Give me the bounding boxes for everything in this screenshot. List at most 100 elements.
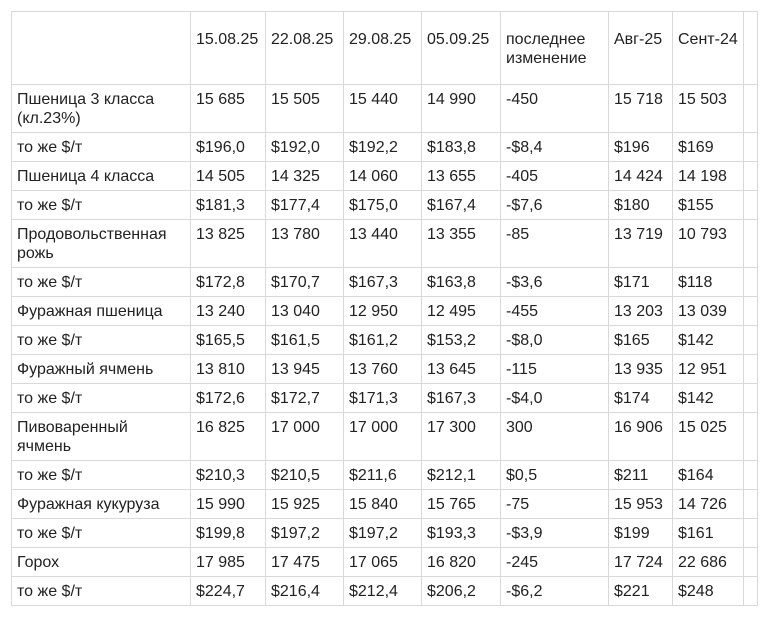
- value-cell: -$3,9: [500, 518, 609, 548]
- value-cell: 13 039: [672, 296, 744, 326]
- value-cell: 13 810: [190, 354, 266, 384]
- table-row: то же $/т $199,8 $197,2 $197,2 $193,3 -$3,9 $1…: [11, 518, 758, 548]
- value-cell: 15 925: [265, 489, 344, 519]
- value-cell: $211,6: [343, 460, 422, 490]
- table-row: Фуражная кукуруза 15 990 15 925 15 840 15 76…: [11, 489, 758, 519]
- value-cell: 15 990: [190, 489, 266, 519]
- value-cell: $192,2: [343, 132, 422, 162]
- value-cell: 15 025: [672, 412, 744, 461]
- value-cell: 15 718: [608, 84, 673, 133]
- value-cell: $196: [608, 132, 673, 162]
- value-cell: [743, 219, 758, 268]
- value-cell: $175,0: [343, 190, 422, 220]
- row-label-cell: Пивоваренный ячмень: [11, 412, 191, 461]
- row-label-cell: то же $/т: [11, 460, 191, 490]
- row-label-cell: Фуражная пшеница: [11, 296, 191, 326]
- value-cell: 13 760: [343, 354, 422, 384]
- row-label-cell: то же $/т: [11, 518, 191, 548]
- value-cell: 15 685: [190, 84, 266, 133]
- header-cell: 15.08.25: [190, 11, 266, 85]
- value-cell: 15 440: [343, 84, 422, 133]
- value-cell: 17 000: [343, 412, 422, 461]
- header-cell: 05.09.25: [421, 11, 501, 85]
- value-cell: -455: [500, 296, 609, 326]
- row-label-cell: Фуражная кукуруза: [11, 489, 191, 519]
- value-cell: 14 990: [421, 84, 501, 133]
- row-label-cell: то же $/т: [11, 325, 191, 355]
- value-cell: -75: [500, 489, 609, 519]
- value-cell: $183,8: [421, 132, 501, 162]
- value-cell: 16 825: [190, 412, 266, 461]
- value-cell: [743, 547, 758, 577]
- value-cell: 17 985: [190, 547, 266, 577]
- row-label-cell: Пшеница 4 класса: [11, 161, 191, 191]
- value-cell: 13 440: [343, 219, 422, 268]
- value-cell: $0,5: [500, 460, 609, 490]
- value-cell: $248: [672, 576, 744, 606]
- value-cell: [743, 412, 758, 461]
- value-cell: $167,4: [421, 190, 501, 220]
- value-cell: 10 793: [672, 219, 744, 268]
- value-cell: $172,6: [190, 383, 266, 413]
- table-row: Горох 17 985 17 475 17 065 16 820 -245 17 724 2…: [11, 547, 758, 577]
- value-cell: 17 475: [265, 547, 344, 577]
- header-cell: Авг-25: [608, 11, 673, 85]
- value-cell: $193,3: [421, 518, 501, 548]
- value-cell: $153,2: [421, 325, 501, 355]
- value-cell: $180: [608, 190, 673, 220]
- value-cell: $169: [672, 132, 744, 162]
- table-row: Пивоваренный ячмень 16 825 17 000 17 000 17 …: [11, 412, 758, 461]
- value-cell: 13 645: [421, 354, 501, 384]
- header-cell: последнее изменение: [500, 11, 609, 85]
- value-cell: $216,4: [265, 576, 344, 606]
- value-cell: $212,4: [343, 576, 422, 606]
- value-cell: $199,8: [190, 518, 266, 548]
- row-label-cell: Продовольственная рожь: [11, 219, 191, 268]
- table-body: 15.08.25 22.08.25 29.08.25 05.09.25 последне…: [11, 11, 758, 606]
- value-cell: [743, 576, 758, 606]
- value-cell: $161: [672, 518, 744, 548]
- value-cell: 14 198: [672, 161, 744, 191]
- value-cell: 16 820: [421, 547, 501, 577]
- table-row: то же $/т $181,3 $177,4 $175,0 $167,4 -$7,6 $1…: [11, 190, 758, 220]
- value-cell: $171,3: [343, 383, 422, 413]
- value-cell: -$3,6: [500, 267, 609, 297]
- value-cell: 14 325: [265, 161, 344, 191]
- value-cell: $199: [608, 518, 673, 548]
- table-row: Фуражная пшеница 13 240 13 040 12 950 12 495…: [11, 296, 758, 326]
- value-cell: $197,2: [265, 518, 344, 548]
- header-cell: 29.08.25: [343, 11, 422, 85]
- value-cell: $172,8: [190, 267, 266, 297]
- value-cell: [743, 325, 758, 355]
- header-cell: Сент-24: [672, 11, 744, 85]
- value-cell: -$8,4: [500, 132, 609, 162]
- value-cell: 13 719: [608, 219, 673, 268]
- value-cell: 13 355: [421, 219, 501, 268]
- table-row: Пшеница 4 класса 14 505 14 325 14 060 13 655…: [11, 161, 758, 191]
- value-cell: 12 951: [672, 354, 744, 384]
- value-cell: 22 686: [672, 547, 744, 577]
- value-cell: -450: [500, 84, 609, 133]
- table-row: то же $/т $165,5 $161,5 $161,2 $153,2 -$8,0 $1…: [11, 325, 758, 355]
- value-cell: $167,3: [343, 267, 422, 297]
- value-cell: 17 000: [265, 412, 344, 461]
- value-cell: 300: [500, 412, 609, 461]
- value-cell: 15 953: [608, 489, 673, 519]
- value-cell: $211: [608, 460, 673, 490]
- header-cell: [743, 11, 758, 85]
- value-cell: [743, 354, 758, 384]
- value-cell: $170,7: [265, 267, 344, 297]
- value-cell: $174: [608, 383, 673, 413]
- value-cell: $161,2: [343, 325, 422, 355]
- row-label-cell: Пшеница 3 класса (кл.23%): [11, 84, 191, 133]
- value-cell: 12 950: [343, 296, 422, 326]
- value-cell: $165,5: [190, 325, 266, 355]
- value-cell: 14 060: [343, 161, 422, 191]
- value-cell: 15 505: [265, 84, 344, 133]
- value-cell: -$4,0: [500, 383, 609, 413]
- row-label-cell: Горох: [11, 547, 191, 577]
- value-cell: $142: [672, 325, 744, 355]
- value-cell: $142: [672, 383, 744, 413]
- row-label-cell: то же $/т: [11, 267, 191, 297]
- value-cell: $224,7: [190, 576, 266, 606]
